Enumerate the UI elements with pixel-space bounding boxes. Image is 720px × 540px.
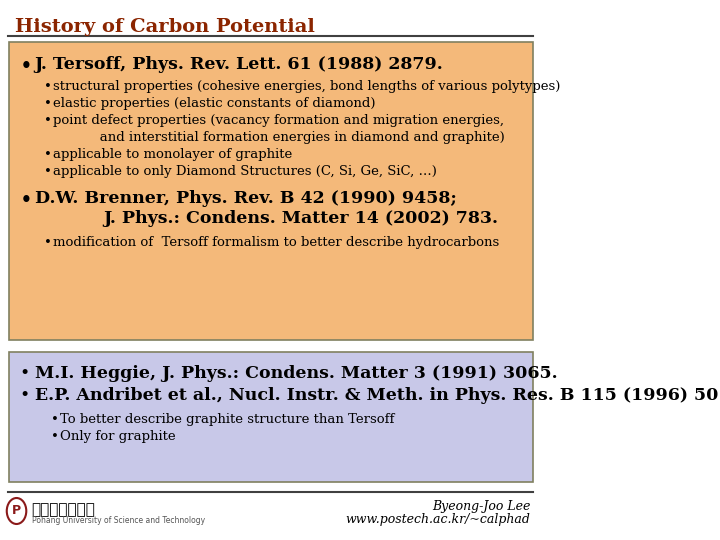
Text: E.P. Andribet et al., Nucl. Instr. & Meth. in Phys. Res. B 115 (1996) 501.: E.P. Andribet et al., Nucl. Instr. & Met… [35,387,720,404]
Text: •: • [44,97,51,110]
Text: Pohang University of Science and Technology: Pohang University of Science and Technol… [32,516,204,525]
Text: •: • [19,190,32,212]
Text: elastic properties (elastic constants of diamond): elastic properties (elastic constants of… [53,97,375,110]
Text: structural properties (cohesive energies, bond lengths of various polytypes): structural properties (cohesive energies… [53,80,560,93]
Text: M.I. Heggie, J. Phys.: Condens. Matter 3 (1991) 3065.: M.I. Heggie, J. Phys.: Condens. Matter 3… [35,365,557,382]
Text: •: • [51,430,59,443]
FancyBboxPatch shape [9,352,534,482]
Text: modification of  Tersoff formalism to better describe hydrocarbons: modification of Tersoff formalism to bet… [53,236,499,249]
Text: •: • [19,365,30,382]
Text: D.W. Brenner, Phys. Rev. B 42 (1990) 9458;: D.W. Brenner, Phys. Rev. B 42 (1990) 945… [35,190,456,207]
Text: and interstitial formation energies in diamond and graphite): and interstitial formation energies in d… [53,131,504,144]
Text: •: • [19,56,32,78]
Text: •: • [44,114,51,127]
Text: To better describe graphite structure than Tersoff: To better describe graphite structure th… [60,413,395,426]
Text: www.postech.ac.kr/~calphad: www.postech.ac.kr/~calphad [346,513,531,526]
Text: Byeong-Joo Lee: Byeong-Joo Lee [432,500,531,513]
Text: point defect properties (vacancy formation and migration energies,: point defect properties (vacancy formati… [53,114,503,127]
Text: P: P [12,504,21,517]
Text: •: • [44,165,51,178]
Text: applicable to only Diamond Structures (C, Si, Ge, SiC, …): applicable to only Diamond Structures (C… [53,165,436,178]
Text: J. Phys.: Condens. Matter 14 (2002) 783.: J. Phys.: Condens. Matter 14 (2002) 783. [104,210,499,227]
Text: •: • [44,80,51,93]
FancyBboxPatch shape [9,42,534,340]
Text: •: • [19,387,30,404]
Text: •: • [44,236,51,249]
Text: •: • [51,413,59,426]
Text: applicable to monolayer of graphite: applicable to monolayer of graphite [53,148,292,161]
Text: 포항공과대학교: 포항공과대학교 [32,502,96,517]
Text: History of Carbon Potential: History of Carbon Potential [15,18,315,36]
Text: Only for graphite: Only for graphite [60,430,176,443]
Text: •: • [44,148,51,161]
Text: J. Tersoff, Phys. Rev. Lett. 61 (1988) 2879.: J. Tersoff, Phys. Rev. Lett. 61 (1988) 2… [35,56,444,73]
